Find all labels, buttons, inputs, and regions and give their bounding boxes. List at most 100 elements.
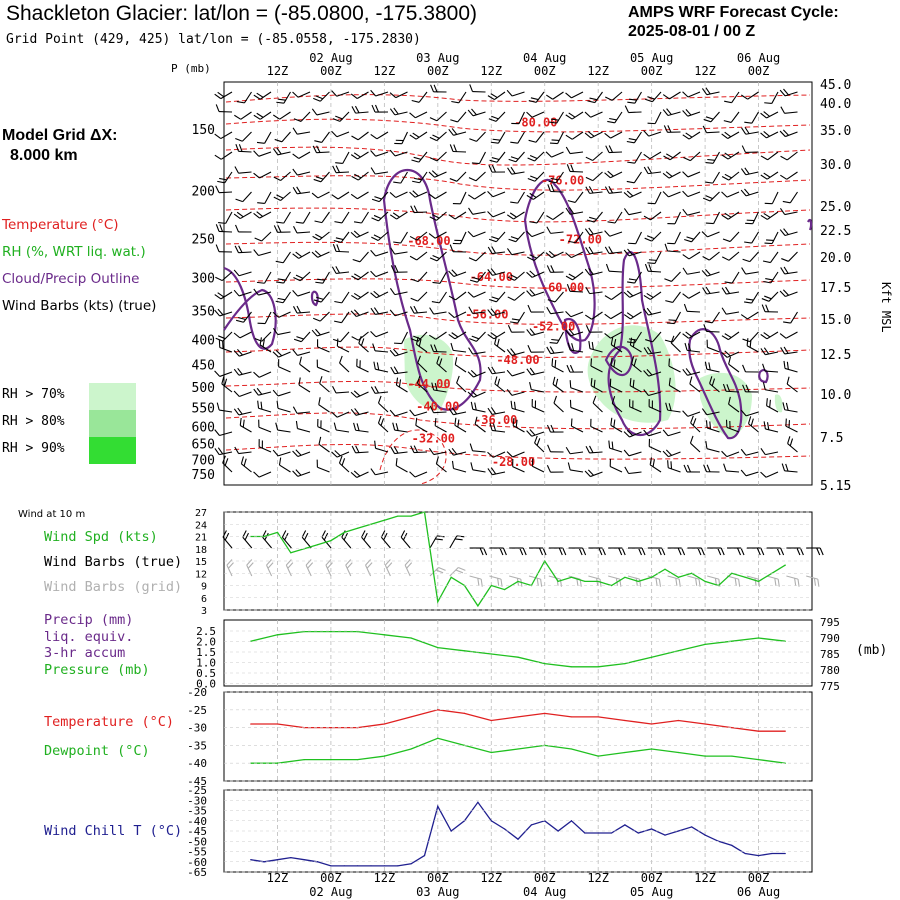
barb-flag xyxy=(724,333,732,339)
barb-flag xyxy=(389,149,396,157)
wind-chill-point xyxy=(263,861,265,863)
barb-flag xyxy=(253,172,260,179)
barb-flag xyxy=(354,408,360,415)
barb-shaft xyxy=(278,311,291,318)
barb-shaft xyxy=(726,426,740,433)
wind-barb xyxy=(338,455,350,473)
barb-shaft xyxy=(571,91,584,99)
cloud-outline xyxy=(607,251,662,437)
barb-shaft xyxy=(317,466,330,473)
barb-shaft xyxy=(418,151,428,163)
wind-barb xyxy=(410,271,428,283)
barb-shaft xyxy=(375,331,389,338)
barb-flag xyxy=(529,270,536,277)
wind-barb xyxy=(664,243,681,253)
barb-flag xyxy=(608,440,611,449)
wind-barb xyxy=(318,436,330,453)
barb-flag xyxy=(643,215,651,221)
barb-shaft xyxy=(648,431,662,437)
barb-shaft xyxy=(706,91,720,96)
pressure-point xyxy=(677,650,679,652)
wind-barb xyxy=(350,390,369,398)
barb-flag xyxy=(393,107,399,115)
barb-flag xyxy=(492,138,501,141)
barb-flag xyxy=(590,358,593,367)
wind-barb xyxy=(487,308,506,317)
temperature-point xyxy=(517,748,519,750)
wind-barb xyxy=(428,170,447,178)
wind-barb xyxy=(667,231,681,245)
surface-wind-barb xyxy=(707,547,725,556)
wind-speed-point xyxy=(651,576,653,578)
barb-shaft xyxy=(785,291,798,298)
barb-flag xyxy=(275,422,279,431)
barb-shaft xyxy=(224,171,233,184)
barb-flag xyxy=(456,375,460,384)
barb-shaft xyxy=(357,291,369,300)
barb-shaft xyxy=(531,406,545,413)
wind-barb xyxy=(292,449,311,458)
wind-barb xyxy=(547,184,564,193)
barb-flag xyxy=(648,264,653,272)
barb-shaft xyxy=(417,362,428,373)
barb-flag xyxy=(296,305,302,314)
wind-barb xyxy=(721,171,740,181)
wind-barb xyxy=(235,191,252,203)
barb-flag xyxy=(584,111,591,118)
barb-shaft xyxy=(766,171,779,180)
wind-barb xyxy=(487,467,506,476)
barb-shaft xyxy=(589,271,603,276)
barb-shaft xyxy=(629,431,642,438)
barb-flag xyxy=(257,322,266,325)
barb-shaft xyxy=(375,271,389,278)
barb-flag xyxy=(556,578,559,586)
barb-flag xyxy=(585,445,591,454)
wind-barb xyxy=(682,410,701,417)
barb-shaft xyxy=(669,384,681,393)
barb-flag xyxy=(331,90,338,97)
barb-flag xyxy=(259,337,262,345)
wind-barb xyxy=(507,271,525,281)
barb-shaft xyxy=(259,211,272,219)
wind-barb xyxy=(334,291,350,304)
barb-flag xyxy=(428,193,436,200)
barb-flag xyxy=(604,230,611,237)
barb-flag xyxy=(305,559,312,566)
barb-shaft xyxy=(528,575,541,580)
bottom-date-label: 03 Aug xyxy=(416,885,459,899)
barb-flag xyxy=(499,547,504,556)
barb-shaft xyxy=(281,536,292,549)
barb-shaft xyxy=(495,231,506,243)
barb-flag xyxy=(628,138,637,141)
barb-shaft xyxy=(316,331,330,337)
wind-barb xyxy=(709,376,720,393)
barb-flag xyxy=(374,196,382,200)
barb-flag xyxy=(370,167,376,175)
barb-flag xyxy=(418,338,422,347)
wind-barb xyxy=(721,350,740,358)
barb-flag xyxy=(239,417,242,426)
barb-flag xyxy=(292,289,299,297)
barb-shaft xyxy=(551,251,564,259)
barb-flag xyxy=(292,470,299,477)
barb-shaft xyxy=(335,391,350,394)
wind-barb xyxy=(610,417,623,433)
barb-flag xyxy=(627,161,635,164)
barb-flag xyxy=(596,578,599,586)
temperature-point xyxy=(410,748,412,750)
barb-flag xyxy=(467,230,474,238)
barb-flag xyxy=(546,215,554,221)
barb-flag xyxy=(438,567,446,571)
barb-flag xyxy=(311,192,319,199)
barb-flag xyxy=(266,559,273,566)
wind-speed-point xyxy=(477,605,479,607)
wind-barb xyxy=(436,355,447,373)
barb-flag xyxy=(224,532,230,541)
barb-flag xyxy=(331,194,339,200)
wind-barb xyxy=(779,88,798,97)
wind-chill-point xyxy=(450,830,452,832)
p-unit-label: P (mb) xyxy=(171,62,211,75)
barb-flag xyxy=(549,342,558,344)
temperature-point xyxy=(704,755,706,757)
wind-barb xyxy=(233,349,252,357)
